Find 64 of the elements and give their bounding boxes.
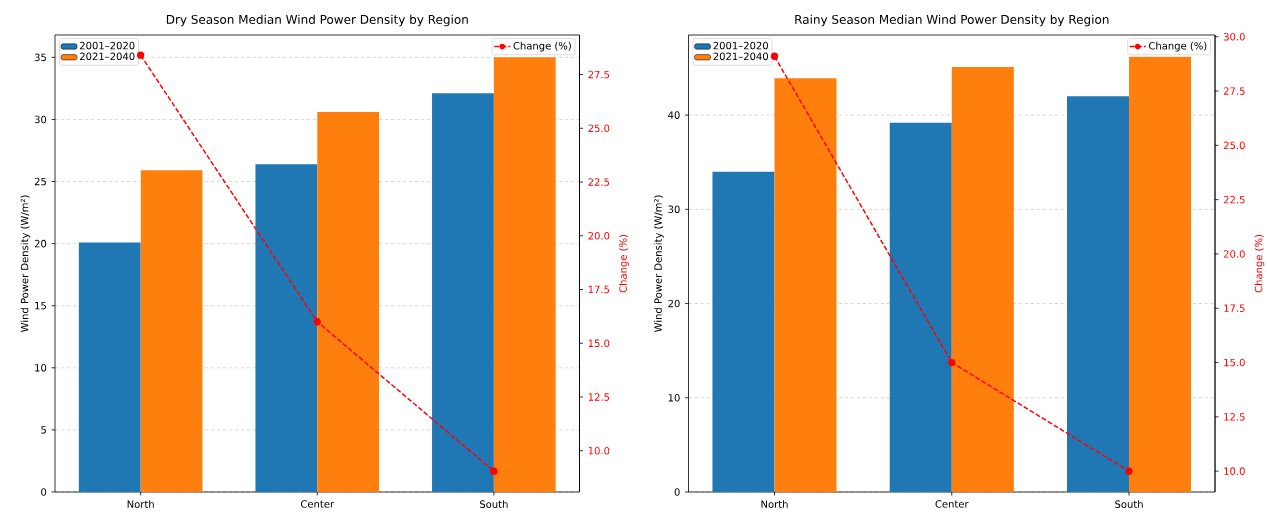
chart-title: Rainy Season Median Wind Power Density by Region: [795, 14, 1109, 27]
y2-tick-label: 25.0: [1223, 141, 1245, 150]
y2-tick-label: 20.0: [1223, 250, 1245, 258]
bar: [1067, 96, 1130, 492]
y-axis-title: Wind Power Density (W/m²): [20, 195, 31, 333]
y-tick-label: 30: [34, 115, 47, 124]
y2-tick-label: 10.0: [588, 446, 610, 455]
x-tick-label: Center: [935, 500, 969, 508]
legend-label: 2021–2040: [713, 52, 768, 61]
y2-tick-label: 12.5: [588, 393, 610, 401]
point: [490, 467, 498, 475]
bar: [432, 93, 494, 492]
y2-tick-label: 27.5: [588, 70, 610, 79]
point: [136, 51, 145, 59]
y-tick-label: 5: [41, 426, 46, 434]
y2-tick-label: 10.0: [1224, 467, 1245, 475]
bar: [774, 78, 837, 492]
legend-label: Change (%): [1149, 41, 1207, 52]
x-tick-label: North: [761, 500, 788, 508]
y-tick-label: 40: [668, 111, 680, 119]
y2-tick-label: 27.5: [1223, 87, 1245, 95]
bar: [712, 171, 775, 492]
y-tick-label: 20: [668, 299, 680, 308]
x-tick-label: South: [480, 500, 508, 508]
point: [948, 358, 956, 367]
y2-tick-label: 15.0: [588, 339, 610, 348]
y2-tick-label: 20.0: [588, 231, 610, 240]
legend-label: Change (%): [513, 41, 571, 52]
chart-title: Dry Season Median Wind Power Density by Region: [166, 14, 468, 27]
y2-tick-label: 22.5: [588, 178, 610, 186]
y-tick-label: 0: [41, 488, 47, 496]
bar: [951, 67, 1014, 492]
y2-tick-label: 25.0: [588, 124, 610, 133]
bar: [889, 122, 952, 492]
y2-tick-label: 15.0: [1224, 358, 1245, 367]
bar: [140, 170, 203, 492]
y2-tick-label: 17.5: [588, 285, 610, 294]
y-tick-label: 10: [35, 364, 47, 372]
legend-label: 2001–2020: [80, 41, 135, 50]
bar: [317, 111, 380, 492]
legend-label: 2021–2040: [80, 52, 135, 61]
y-tick-label: 35: [34, 53, 46, 62]
y-tick-label: 15: [35, 302, 46, 310]
point: [770, 52, 779, 60]
y2-tick-label: 22.5: [1223, 195, 1245, 204]
point: [313, 318, 321, 326]
y2-tick-label: 30.0: [1223, 32, 1245, 41]
y-tick-label: 25: [34, 177, 46, 186]
x-tick-label: North: [127, 500, 154, 508]
y2-tick-label: 17.5: [1224, 304, 1245, 312]
point: [1125, 467, 1133, 475]
y2-tick-label: 12.5: [1224, 413, 1245, 421]
x-tick-label: South: [1115, 500, 1143, 508]
y2-axis-title: Change (%): [619, 234, 629, 293]
y2-axis-title: Change (%): [1254, 235, 1265, 293]
y-tick-label: 0: [674, 488, 680, 496]
y-tick-label: 10: [668, 393, 680, 402]
y-axis-title: Wind Power Density (W/m²): [654, 195, 664, 333]
legend-label: 2001–2020: [713, 41, 768, 50]
x-tick-label: Center: [301, 500, 335, 508]
y-tick-label: 20: [34, 239, 47, 248]
y-tick-label: 30: [668, 205, 680, 214]
bar: [78, 242, 141, 492]
bar: [255, 164, 318, 492]
